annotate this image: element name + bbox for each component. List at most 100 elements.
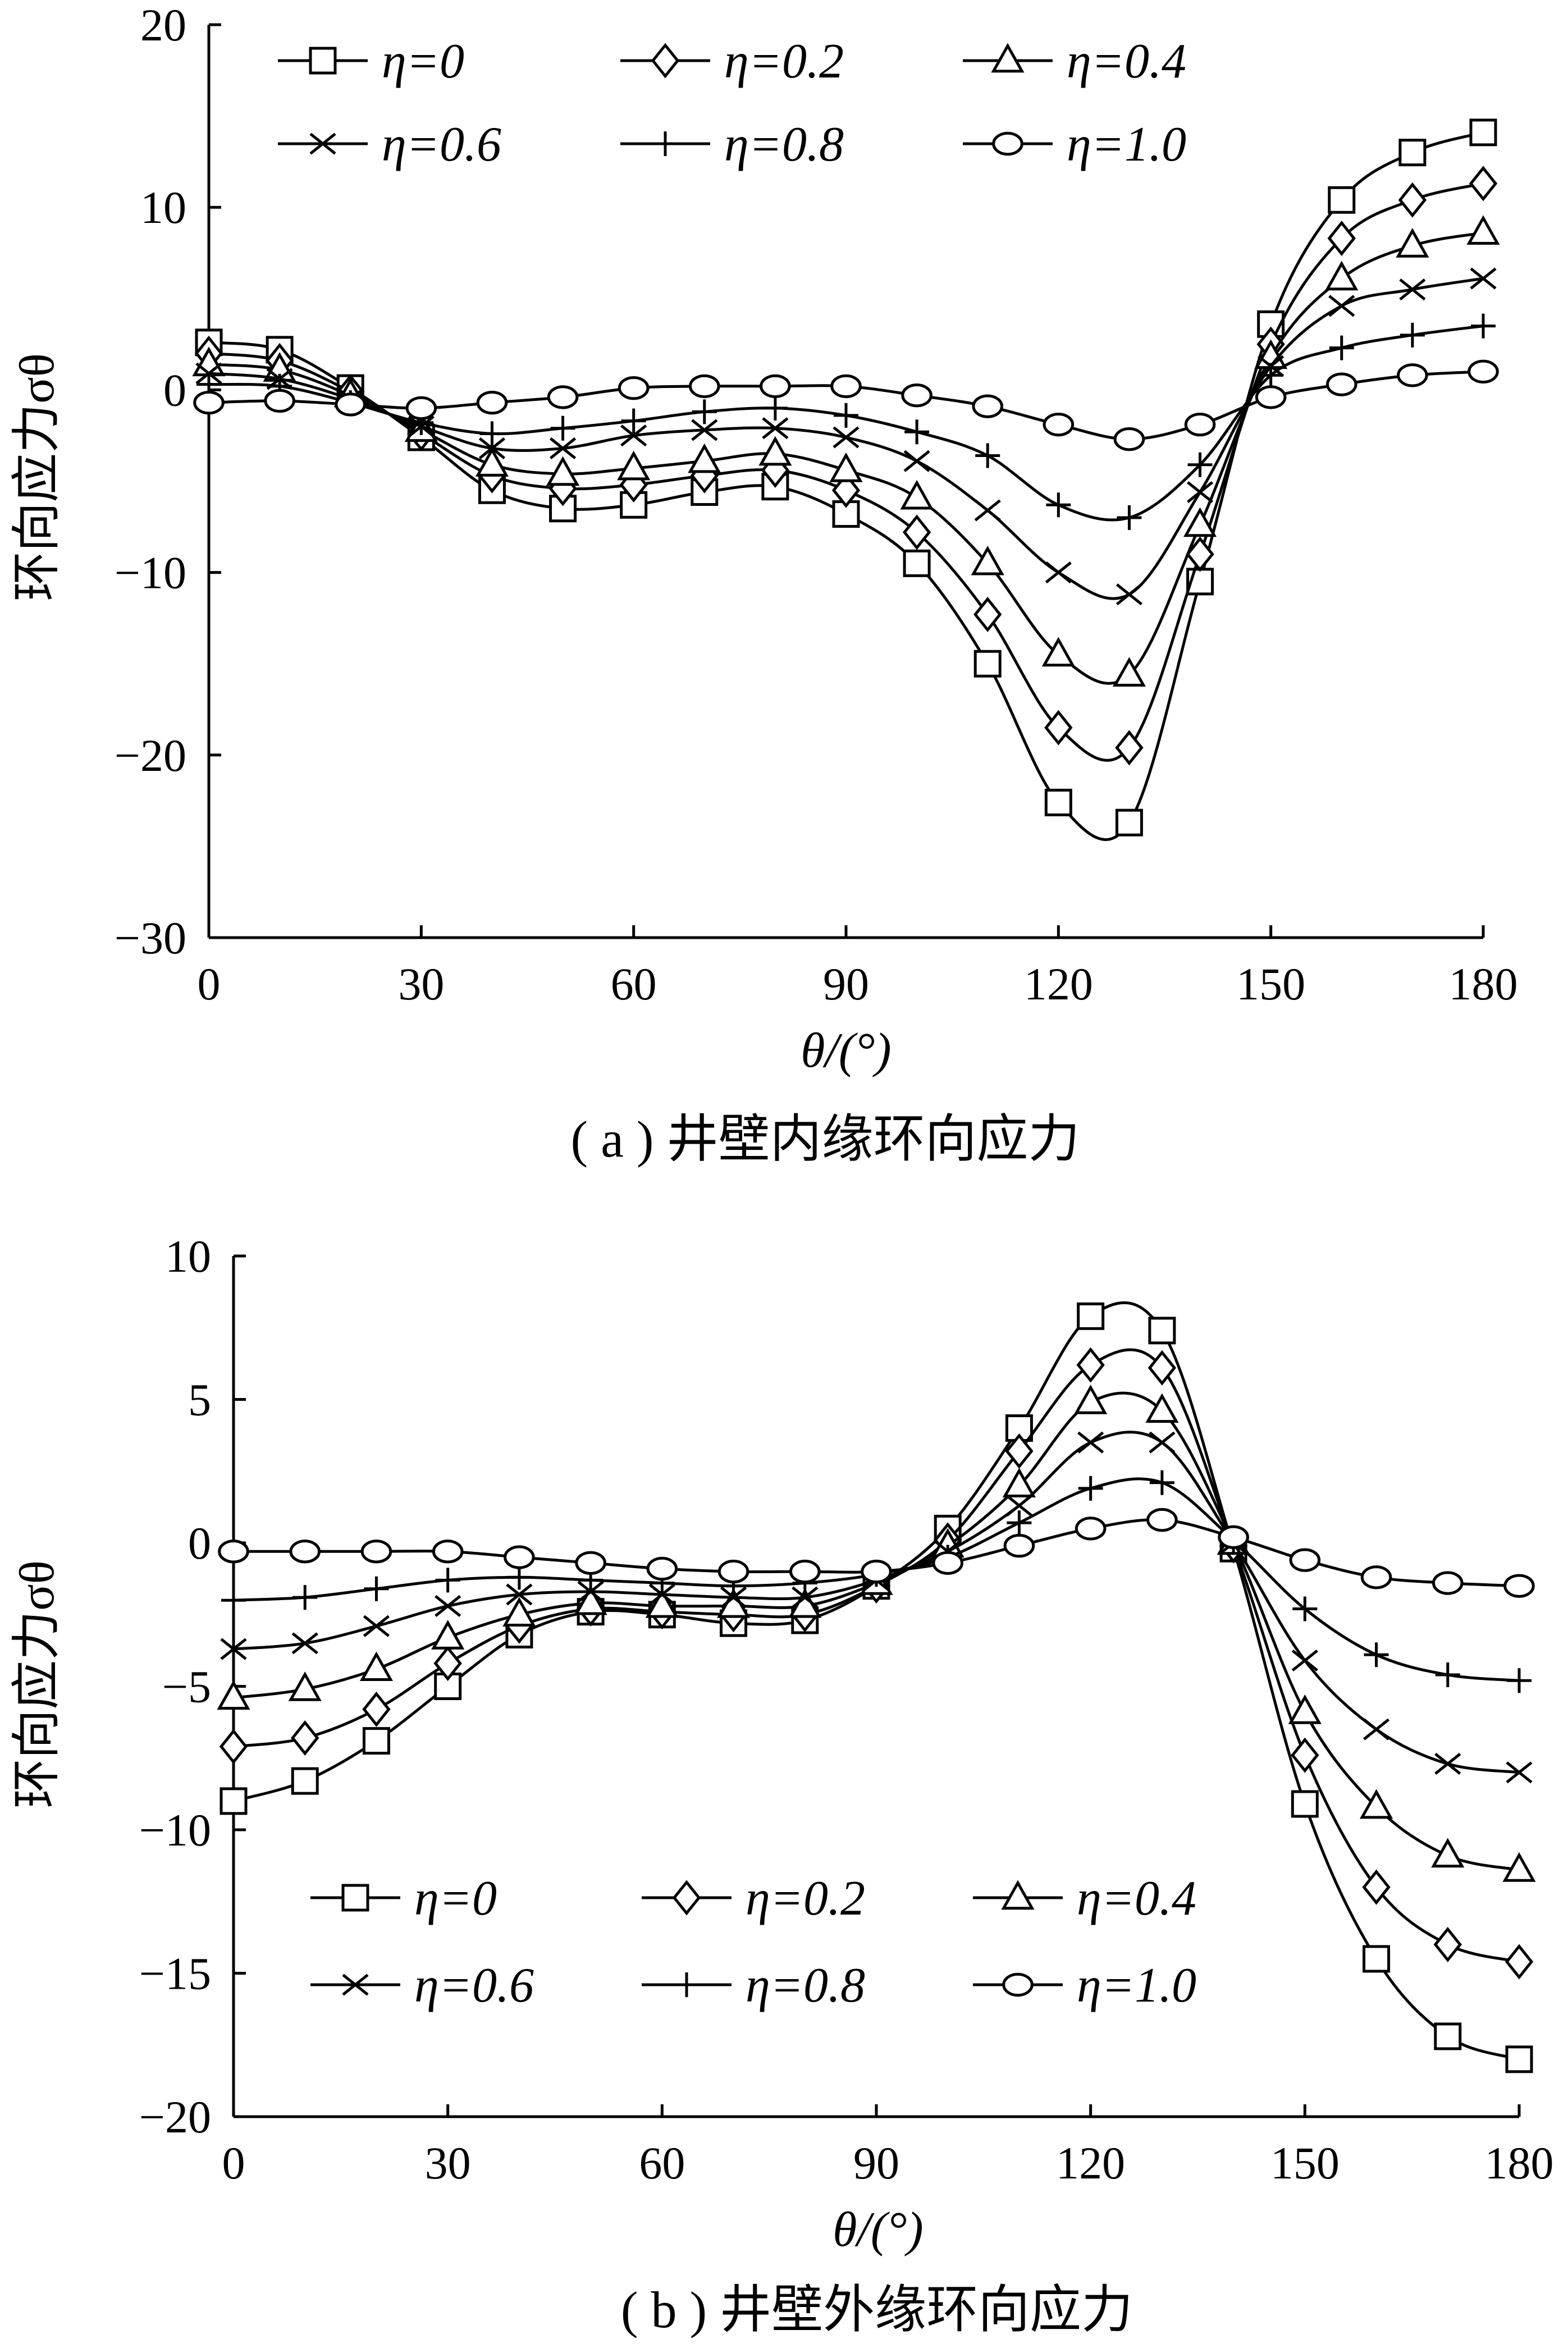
x-marker [549,437,577,460]
square-marker [1469,118,1497,147]
triangle-marker [502,1597,536,1627]
legend-label: η=0.6 [414,1958,534,2013]
series-circle [193,359,1499,451]
y-tick-label: −10 [115,547,186,599]
plus-marker [834,403,858,428]
y-tick-label: 5 [188,1374,211,1426]
plus-marker [904,419,930,445]
triangle-marker [829,452,863,482]
x-marker [1506,1761,1533,1784]
triangle-marker [1041,637,1075,667]
circle-marker [1184,412,1216,437]
circle-marker [218,1540,249,1564]
circle-marker [901,383,932,408]
legend-label: η=1.0 [1067,117,1186,172]
triangle-marker [288,1671,322,1701]
triangle-marker [574,1585,607,1615]
diamond-marker [1327,220,1356,256]
diamond-marker [219,1729,248,1765]
plus-marker [692,399,717,424]
circle-marker [618,376,650,400]
plus-marker [1400,322,1425,348]
square-marker [309,47,337,75]
circle-marker [1325,372,1357,396]
series-circle [218,1508,1535,1598]
circle-marker [1146,1508,1178,1532]
y-axis-title: 环向应力σθ [10,353,65,601]
plus-marker [653,131,678,156]
x-marker [1116,583,1143,606]
legend: η=0 η=0.2 η=0.4 η=0.6 η=0.8 η=1.0 [310,1871,1196,2013]
y-tick-label: −15 [139,1948,211,1999]
x-tick-label: 60 [639,2137,685,2189]
x-marker [903,450,930,472]
square-marker [1398,139,1427,167]
x-axis-title: θ/(°) [801,1024,891,1078]
diamond-marker [1433,1926,1462,1962]
x-marker [833,426,860,449]
triangle-marker [1396,227,1429,258]
plus-marker [1292,1596,1318,1621]
plus-marker [975,443,1000,468]
x-marker [1434,1752,1461,1775]
triangle-marker [645,1588,679,1618]
y-tick-label: −10 [139,1805,211,1856]
circle-marker [264,389,295,413]
x-marker [1328,295,1355,317]
diamond-marker [1505,1944,1534,1980]
triangle-marker [617,450,651,481]
x-tick-label: 90 [853,2137,899,2189]
x-tick-label: 120 [1024,958,1093,1009]
x-tick-label: 30 [425,2137,471,2189]
x-marker [762,417,789,440]
diamond-marker [1076,1347,1105,1383]
x-marker [220,1638,247,1660]
x-marker [1045,561,1072,584]
x-tick-label: 150 [1236,958,1305,1009]
circle-marker [1218,1525,1249,1549]
plus-marker [1046,492,1071,518]
circle-marker [1432,1571,1464,1595]
plus-marker [479,421,505,446]
series-square [220,1301,1533,2073]
diamond-marker [1186,536,1214,572]
series-line [233,1301,1520,2061]
diamond-marker [362,1691,391,1727]
series-line [233,1391,1520,1871]
diamond-marker [433,1646,462,1682]
triangle-marker [1325,261,1359,291]
plus-marker [1007,1510,1032,1536]
triangle-marker [217,1680,250,1710]
triangle-marker [1001,1880,1035,1910]
circle-marker [789,1559,821,1584]
x-tick-label: 90 [823,958,869,1009]
diamond-marker [973,596,1002,632]
legend-label: η=0.2 [724,34,844,89]
triangle-marker [1074,1385,1108,1414]
circle-marker [289,1540,321,1564]
square-marker [362,1727,390,1755]
x-marker [1363,1718,1390,1741]
x-marker [342,1974,369,1996]
x-marker [620,424,647,447]
circle-marker [1043,412,1075,437]
plus-marker [674,1972,699,1997]
circle-marker [504,1545,535,1569]
legend-label: η=0 [382,34,464,89]
square-marker [1044,788,1072,816]
diamond-marker [1362,1869,1391,1905]
diamond-marker [1398,182,1427,218]
square-marker [1077,1302,1105,1330]
x-marker [309,133,336,155]
x-marker [1470,267,1497,290]
legend: η=0 η=0.2 η=0.4 η=0.6 η=0.8 η=1.0 [278,34,1186,172]
plus-marker [292,1585,318,1610]
triangle-marker [758,436,792,466]
circle-marker [1397,363,1428,387]
triangle-marker [1183,507,1217,537]
circle-marker [760,374,791,399]
chart-caption: ( a ) 井壁内缘环向应力 [570,1111,1080,1168]
diamond-marker [1291,1737,1319,1773]
legend-label: η=0.2 [746,1871,865,1926]
